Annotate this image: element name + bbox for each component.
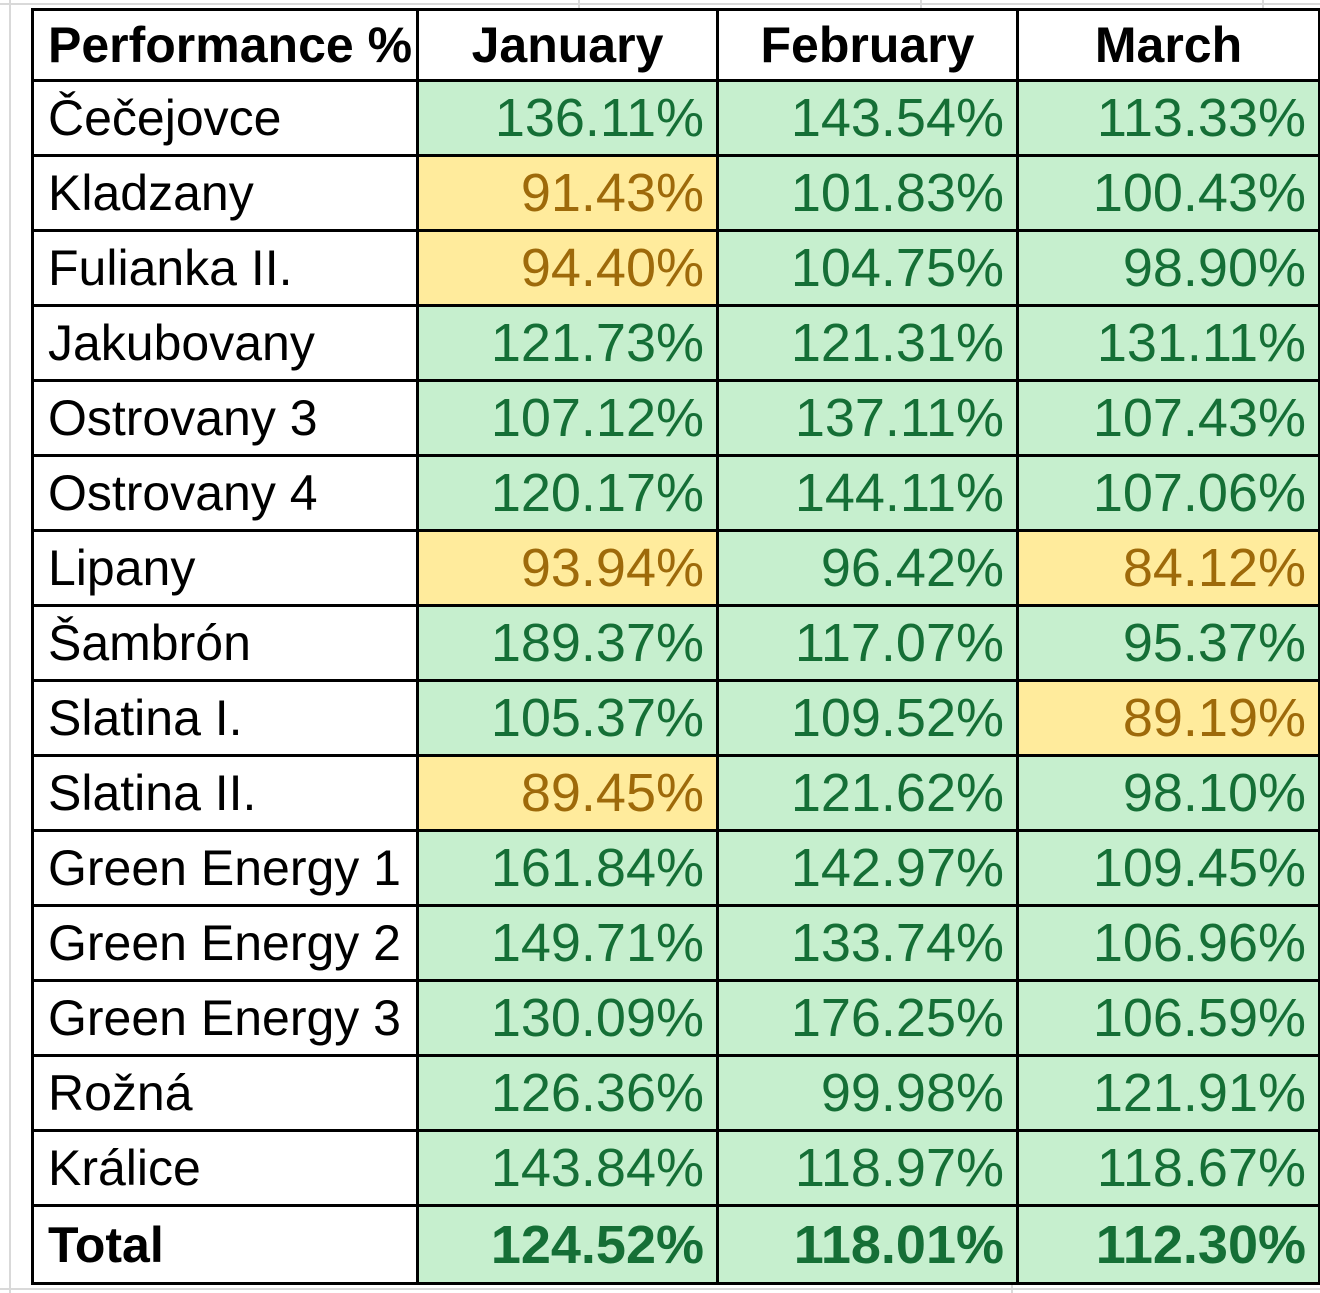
value-cell[interactable]: 118.97% — [716, 1129, 1019, 1207]
value-cell[interactable]: 106.96% — [1016, 904, 1320, 982]
table-row: Green Energy 1 161.84% 142.97% 109.45% — [31, 829, 1320, 907]
value-cell[interactable]: 105.37% — [416, 679, 719, 757]
value-cell[interactable]: 130.09% — [416, 979, 719, 1057]
value-cell[interactable]: 133.74% — [716, 904, 1019, 982]
value-cell[interactable]: 98.10% — [1016, 754, 1320, 832]
table-row: Green Energy 3 130.09% 176.25% 106.59% — [31, 979, 1320, 1057]
value-cell[interactable]: 136.11% — [416, 79, 719, 157]
value-cell[interactable]: 126.36% — [416, 1054, 719, 1132]
value-cell[interactable]: 189.37% — [416, 604, 719, 682]
value-cell[interactable]: 121.73% — [416, 304, 719, 382]
value-cell[interactable]: 109.45% — [1016, 829, 1320, 907]
header-cell-performance[interactable]: Performance % — [31, 8, 419, 82]
value-cell[interactable]: 143.54% — [716, 79, 1019, 157]
value-cell[interactable]: 121.91% — [1016, 1054, 1320, 1132]
value-cell[interactable]: 118.01% — [716, 1204, 1019, 1285]
header-cell-march[interactable]: March — [1016, 8, 1320, 82]
value-cell[interactable]: 131.11% — [1016, 304, 1320, 382]
sheet-gridline-stub — [920, 0, 922, 9]
value-cell[interactable]: 99.98% — [716, 1054, 1019, 1132]
table-row: Green Energy 2 149.71% 133.74% 106.96% — [31, 904, 1320, 982]
value-cell[interactable]: 89.19% — [1016, 679, 1320, 757]
value-cell[interactable]: 84.12% — [1016, 529, 1320, 607]
row-label-cell[interactable]: Green Energy 3 — [31, 979, 419, 1057]
row-label-cell[interactable]: Čečejovce — [31, 79, 419, 157]
value-cell[interactable]: 124.52% — [416, 1204, 719, 1285]
sheet-gridline-horizontal — [0, 1288, 1320, 1290]
value-cell[interactable]: 106.59% — [1016, 979, 1320, 1057]
table-row: Šambrón 189.37% 117.07% 95.37% — [31, 604, 1320, 682]
row-label-cell[interactable]: Králice — [31, 1129, 419, 1207]
value-cell[interactable]: 94.40% — [416, 229, 719, 307]
value-cell[interactable]: 89.45% — [416, 754, 719, 832]
row-label-cell[interactable]: Kladzany — [31, 154, 419, 232]
total-row: Total 124.52% 118.01% 112.30% — [31, 1204, 1320, 1285]
table-row: Slatina II. 89.45% 121.62% 98.10% — [31, 754, 1320, 832]
value-cell[interactable]: 112.30% — [1016, 1204, 1320, 1285]
value-cell[interactable]: 144.11% — [716, 454, 1019, 532]
value-cell[interactable]: 98.90% — [1016, 229, 1320, 307]
value-cell[interactable]: 161.84% — [416, 829, 719, 907]
sheet-gridline-vertical — [9, 0, 11, 1293]
value-cell[interactable]: 107.12% — [416, 379, 719, 457]
row-label-cell[interactable]: Ostrovany 4 — [31, 454, 419, 532]
value-cell[interactable]: 96.42% — [716, 529, 1019, 607]
row-label-cell[interactable]: Lipany — [31, 529, 419, 607]
row-label-cell[interactable]: Total — [31, 1204, 419, 1285]
value-cell[interactable]: 91.43% — [416, 154, 719, 232]
value-cell[interactable]: 120.17% — [416, 454, 719, 532]
value-cell[interactable]: 149.71% — [416, 904, 719, 982]
value-cell[interactable]: 100.43% — [1016, 154, 1320, 232]
table-row: Ostrovany 3 107.12% 137.11% 107.43% — [31, 379, 1320, 457]
row-label-cell[interactable]: Fulianka II. — [31, 229, 419, 307]
value-cell[interactable]: 117.07% — [716, 604, 1019, 682]
performance-table: Performance % January February March Čeč… — [31, 8, 1320, 1285]
table-row: Fulianka II. 94.40% 104.75% 98.90% — [31, 229, 1320, 307]
sheet-gridline-stub — [578, 0, 580, 9]
value-cell[interactable]: 176.25% — [716, 979, 1019, 1057]
table-row: Slatina I. 105.37% 109.52% 89.19% — [31, 679, 1320, 757]
row-label-cell[interactable]: Rožná — [31, 1054, 419, 1132]
value-cell[interactable]: 142.97% — [716, 829, 1019, 907]
value-cell[interactable]: 107.06% — [1016, 454, 1320, 532]
row-label-cell[interactable]: Šambrón — [31, 604, 419, 682]
row-label-cell[interactable]: Green Energy 2 — [31, 904, 419, 982]
value-cell[interactable]: 101.83% — [716, 154, 1019, 232]
value-cell[interactable]: 118.67% — [1016, 1129, 1320, 1207]
header-cell-february[interactable]: February — [716, 8, 1019, 82]
table-row: Rožná 126.36% 99.98% 121.91% — [31, 1054, 1320, 1132]
row-label-cell[interactable]: Green Energy 1 — [31, 829, 419, 907]
row-label-cell[interactable]: Slatina I. — [31, 679, 419, 757]
table-row: Lipany 93.94% 96.42% 84.12% — [31, 529, 1320, 607]
value-cell[interactable]: 104.75% — [716, 229, 1019, 307]
value-cell[interactable]: 121.31% — [716, 304, 1019, 382]
table-row: Kladzany 91.43% 101.83% 100.43% — [31, 154, 1320, 232]
row-label-cell[interactable]: Slatina II. — [31, 754, 419, 832]
value-cell[interactable]: 109.52% — [716, 679, 1019, 757]
table-body: Čečejovce 136.11% 143.54% 113.33% Kladzany 91… — [31, 79, 1320, 1285]
value-cell[interactable]: 121.62% — [716, 754, 1019, 832]
value-cell[interactable]: 143.84% — [416, 1129, 719, 1207]
value-cell[interactable]: 107.43% — [1016, 379, 1320, 457]
value-cell[interactable]: 93.94% — [416, 529, 719, 607]
sheet-gridline-stub — [1011, 1284, 1013, 1293]
row-label-cell[interactable]: Ostrovany 3 — [31, 379, 419, 457]
header-cell-january[interactable]: January — [416, 8, 719, 82]
table-row: Ostrovany 4 120.17% 144.11% 107.06% — [31, 454, 1320, 532]
value-cell[interactable]: 137.11% — [716, 379, 1019, 457]
table-row: Čečejovce 136.11% 143.54% 113.33% — [31, 79, 1320, 157]
row-label-cell[interactable]: Jakubovany — [31, 304, 419, 382]
header-row: Performance % January February March — [31, 8, 1320, 82]
table-row: Králice 143.84% 118.97% 118.67% — [31, 1129, 1320, 1207]
sheet-gridline-stub — [1262, 0, 1264, 9]
value-cell[interactable]: 113.33% — [1016, 79, 1320, 157]
sheet-gridline-horizontal — [0, 3, 1320, 5]
table-row: Jakubovany 121.73% 121.31% 131.11% — [31, 304, 1320, 382]
value-cell[interactable]: 95.37% — [1016, 604, 1320, 682]
